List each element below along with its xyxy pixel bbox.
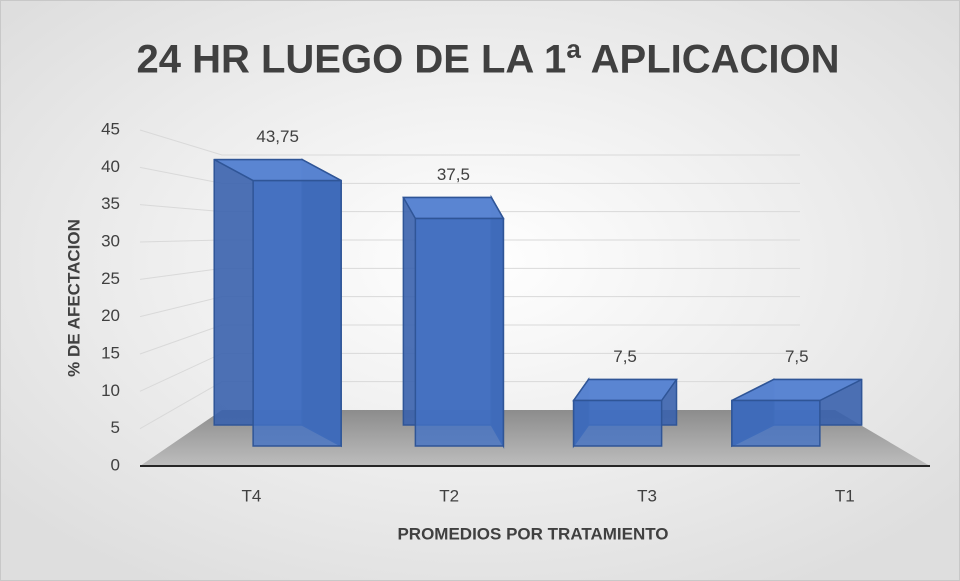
- x-tick-label: T3: [637, 486, 657, 505]
- bar: [213, 158, 342, 448]
- bar-face: [572, 378, 678, 402]
- y-tick-label: 35: [101, 194, 120, 213]
- y-axis-label: % DE AFECTACION: [64, 219, 83, 377]
- x-tick-label: T1: [835, 486, 855, 505]
- bar-face: [402, 196, 505, 220]
- y-tick-label: 0: [111, 455, 120, 474]
- y-tick-label: 10: [101, 381, 120, 400]
- y-tick-label: 45: [101, 119, 120, 138]
- data-label: 7,5: [613, 347, 637, 366]
- bar-face: [572, 399, 663, 447]
- y-tick-label: 30: [101, 231, 120, 250]
- data-label: 37,5: [437, 165, 470, 184]
- data-label: 7,5: [785, 347, 809, 366]
- y-tick-label: 40: [101, 157, 120, 176]
- bar-face: [731, 399, 821, 447]
- x-tick-label: T2: [439, 486, 459, 505]
- bar: [402, 194, 505, 449]
- grid-line: [139, 129, 800, 156]
- y-tick-label: 20: [101, 306, 120, 325]
- x-tick-label: T4: [241, 486, 261, 505]
- bar-face: [414, 217, 505, 447]
- y-tick-label: 25: [101, 269, 120, 288]
- bar: [572, 377, 678, 449]
- y-tick-label: 5: [111, 418, 120, 437]
- y-tick-label: 15: [101, 343, 120, 362]
- data-label: 43,75: [256, 127, 299, 146]
- x-axis-label: PROMEDIOS POR TRATAMIENTO: [397, 524, 668, 543]
- bar-face: [252, 179, 342, 447]
- bar: [731, 378, 863, 448]
- chart-title: 24 HR LUEGO DE LA 1ª APLICACION: [136, 38, 839, 82]
